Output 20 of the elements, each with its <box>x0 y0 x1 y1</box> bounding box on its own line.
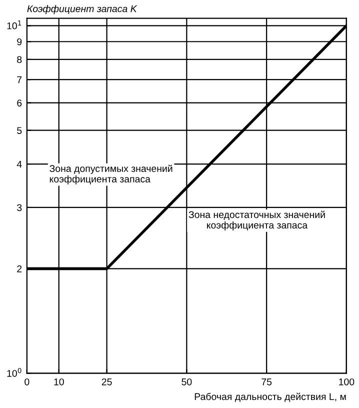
x-tick-label: 0 <box>24 378 30 386</box>
y-tick-label: 7 <box>17 76 22 84</box>
y-tick-label: 10$^{1}$ <box>7 20 22 30</box>
x-tick-label: 75 <box>262 378 272 386</box>
y-axis-title: Коэффициент запаса K <box>27 5 138 14</box>
y-tick-label: 6 <box>17 100 22 106</box>
x-tick-label: 100 <box>339 378 354 386</box>
x-tick-label: 25 <box>102 378 112 386</box>
annotation: Зона недостаточных значений коэффициента запаса <box>188 210 325 230</box>
annotation: Зона допустимых значений коэффициента запаса <box>50 164 172 184</box>
y-tick-label: 10$^{0}$ <box>7 368 22 377</box>
x-tick-label: 50 <box>182 378 192 386</box>
y-tick-label: 9 <box>17 38 22 46</box>
x-axis-title: Рабочая дальность действия L, м <box>194 392 346 402</box>
y-tick-label: 3 <box>17 204 22 212</box>
y-tick-label: 4 <box>16 160 22 168</box>
y-tick-label: 2 <box>17 265 22 272</box>
x-tick-label: 10 <box>54 378 64 386</box>
y-tick-label: 8 <box>17 56 22 64</box>
y-tick-label: 5 <box>17 127 22 134</box>
